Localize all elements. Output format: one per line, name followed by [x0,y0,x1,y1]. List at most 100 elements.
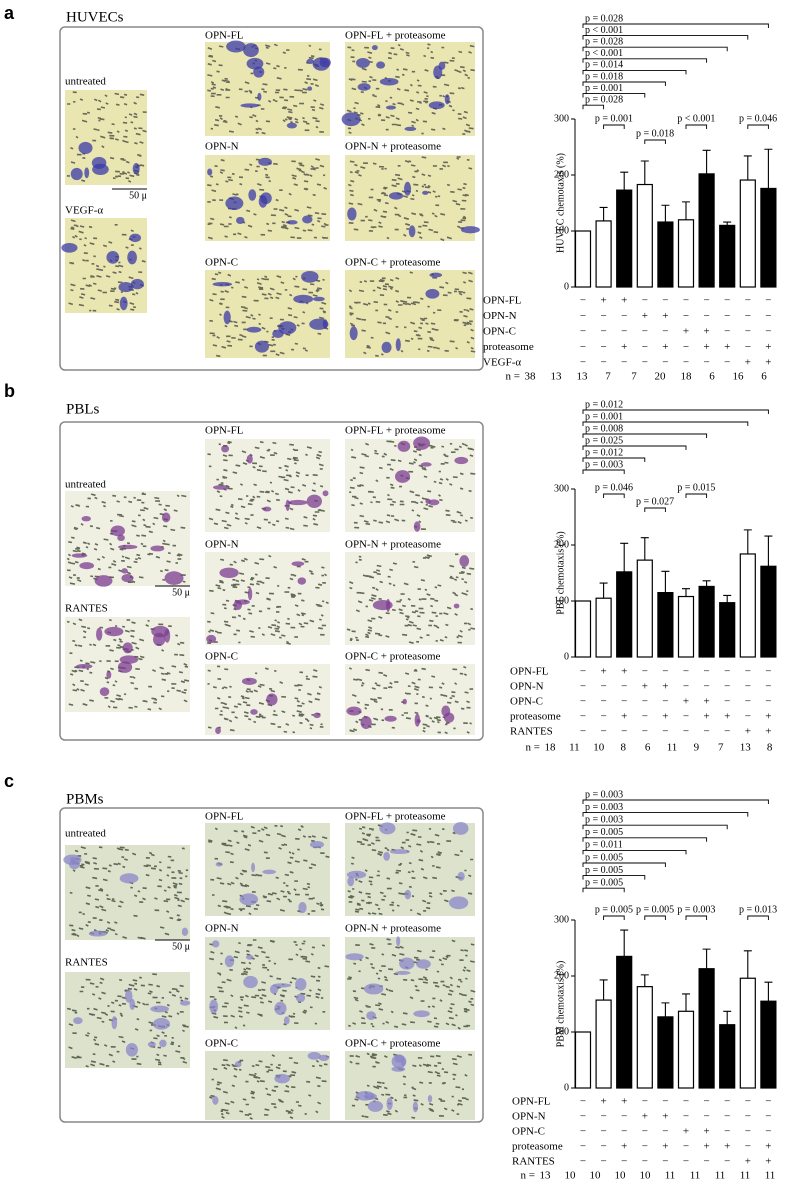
micrograph-cell [288,499,308,506]
condition-mark: + [724,711,730,723]
micrograph-cell [250,709,258,715]
bar [657,1016,674,1089]
p-value: p = 0.011 [585,840,623,851]
n-value: 13 [540,1170,552,1182]
p-value: p < 0.001 [585,25,623,36]
n-value: 7 [631,371,637,383]
condition-mark: + [703,711,709,723]
condition-name: proteasome [510,711,561,723]
condition-mark: − [745,341,751,353]
pairwise-bracket [603,915,625,920]
condition-mark: − [745,326,751,338]
condition-name: OPN-N [510,681,544,693]
y-tick-label: 100 [554,225,569,236]
n-label: n = [526,742,540,754]
error-bar [764,148,773,189]
condition-mark: − [662,696,668,708]
condition-mark: − [642,696,648,708]
error-bar [723,221,732,226]
micrograph-pores [68,219,146,312]
n-value: 10 [565,1170,577,1182]
micrograph-cell [127,250,137,265]
micrograph-cell [212,940,220,948]
p-value: p = 0.005 [595,904,633,915]
condition-mark: + [662,1141,668,1153]
micrograph-cell [367,1100,384,1112]
condition-mark: + [765,341,771,353]
error-bar [620,929,629,957]
micrograph-cell [397,440,411,452]
condition-mark: − [683,1111,689,1123]
micrograph-cell [309,840,324,849]
p-value: p = 0.003 [585,802,623,813]
condition-mark: − [621,1156,627,1168]
n-value: 6 [709,371,715,383]
condition-mark: + [703,1141,709,1153]
micrograph-cell [71,553,88,558]
condition-mark: − [600,357,606,369]
condition-mark: − [621,1126,627,1138]
condition-mark: − [662,326,668,338]
micrograph-cell [159,1039,167,1048]
micrograph-cell [345,953,364,961]
n-value: 20 [655,371,667,383]
micrograph-background [205,823,330,916]
condition-name: OPN-FL [483,295,522,307]
condition-mark: − [765,666,771,678]
error-bar [682,588,690,597]
p-value: p = 0.028 [585,36,623,47]
condition-mark: − [683,681,689,693]
micrograph-background [65,218,147,313]
micrograph-cell [207,168,213,176]
micrograph-cell [258,157,272,166]
micrograph-cell [386,1097,393,1111]
condition-mark: − [703,357,709,369]
image-label: untreated [65,76,106,88]
condition-mark: − [600,1141,606,1153]
condition-mark: + [642,1111,648,1123]
micrograph-cell [272,329,284,338]
micrograph-pores [348,271,476,357]
micrograph-cell [372,599,393,611]
condition-mark: − [703,1111,709,1123]
error-bar [743,529,752,554]
condition-mark: − [745,666,751,678]
p-value: p = 0.028 [585,94,623,105]
y-tick-label: 200 [554,539,569,550]
condition-mark: − [621,726,627,738]
micrograph-cell [416,959,431,969]
p-value: p = 0.003 [585,789,623,800]
micrograph-cell [444,94,450,105]
micrograph-cell [295,978,307,991]
condition-mark: − [765,1096,771,1108]
micrograph-cell [413,1010,430,1018]
condition-mark: − [600,1156,606,1168]
condition-mark: − [621,310,627,322]
condition-mark: − [765,1126,771,1138]
micrograph-cell [394,470,411,483]
condition-mark: − [642,1126,648,1138]
micrograph-cell [241,677,257,685]
n-value: 9 [694,742,700,754]
micrograph-pores [346,553,476,644]
micrograph [345,270,476,358]
condition-mark: − [683,341,689,353]
significance-bracket [582,812,749,817]
micrograph-cell [388,192,404,200]
micrograph-cell [215,862,223,867]
micrograph-cell [364,1093,377,1100]
condition-mark: − [580,696,586,708]
significance-bracket [582,104,605,110]
bar [677,595,695,658]
micrograph-cell [385,105,397,110]
micrograph-cell [283,1016,290,1025]
condition-name: OPN-C [512,1126,545,1138]
micrograph-cell [246,326,262,333]
bar [677,219,695,288]
p-value: p = 0.005 [636,904,674,915]
micrograph-cell [78,141,93,155]
micrograph-cell [366,1011,376,1021]
micrograph-cell [364,983,384,995]
micrograph-cell [383,851,390,861]
image-label: OPN-N [205,141,239,153]
